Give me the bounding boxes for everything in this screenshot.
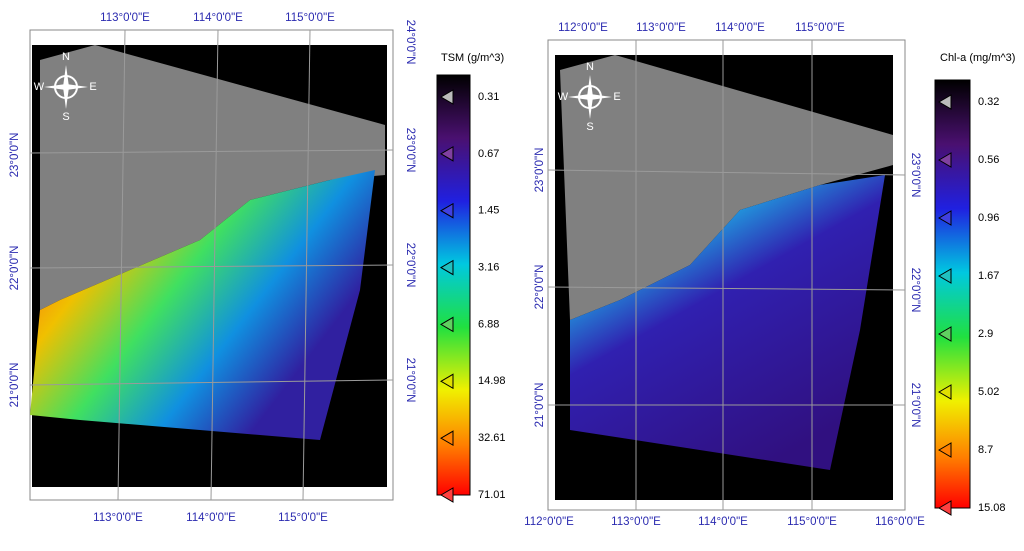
longitude-label: 114°0'0"E: [715, 22, 765, 34]
latitude-label: 21°0'0"N: [534, 383, 546, 428]
grid-line: [210, 29, 219, 501]
land: [40, 45, 385, 310]
compass: [568, 94, 612, 100]
land: [560, 55, 893, 320]
legend-label: 6.88: [478, 318, 499, 330]
legend-label: 15.08: [978, 502, 1006, 514]
grid-line: [117, 29, 126, 501]
longitude-label: 114°0'0"E: [698, 516, 748, 528]
compass-label: S: [62, 111, 69, 123]
longitude-label: 115°0'0"E: [285, 12, 335, 24]
compass-label: N: [62, 51, 70, 63]
grid-line: [547, 286, 906, 291]
legend-label: 8.7: [978, 444, 993, 456]
compass-label: W: [34, 81, 45, 93]
compass-label: S: [586, 121, 593, 133]
latitude-label: 23°0'0"N: [404, 128, 416, 173]
sea: [570, 175, 885, 470]
colorbar: [436, 74, 471, 496]
latitude-label: 22°0'0"N: [9, 246, 21, 291]
latitude-label: 21°0'0"N: [404, 358, 416, 403]
grid-line: [547, 169, 906, 176]
grid-line: [29, 379, 394, 386]
legend-marker: [440, 487, 454, 503]
latitude-label: 24°0'0"N: [404, 20, 416, 65]
legend-marker: [440, 202, 454, 219]
legend-label: 0.67: [478, 148, 499, 160]
longitude-label: 115°0'0"E: [795, 22, 845, 34]
compass-label: N: [586, 61, 594, 73]
longitude-label: 112°0'0"E: [558, 22, 608, 34]
longitude-label: 113°0'0"E: [611, 516, 661, 528]
longitude-label: 115°0'0"E: [278, 512, 328, 524]
longitude-label: 113°0'0"E: [636, 22, 686, 34]
legend-marker: [440, 316, 454, 333]
legend-label: 1.67: [978, 270, 999, 282]
sea: [30, 170, 375, 440]
legend-marker: [938, 268, 952, 284]
compass: [44, 84, 88, 90]
legend-marker: [440, 259, 454, 276]
legend-marker: [440, 430, 454, 447]
legend-label: 1.45: [478, 205, 499, 217]
legend-label: 14.98: [478, 375, 506, 387]
latitude-label: 22°0'0"N: [534, 265, 546, 310]
grid-line: [302, 29, 311, 501]
legend-label: 2.9: [978, 328, 993, 340]
legend-label: 5.02: [978, 386, 999, 398]
legend-marker: [440, 89, 454, 105]
legend-marker: [938, 500, 952, 516]
legend-label: 71.01: [478, 489, 506, 501]
longitude-label: 113°0'0"E: [93, 512, 143, 524]
legend-marker: [938, 152, 952, 168]
latitude-label: 23°0'0"N: [909, 153, 921, 198]
compass-label: W: [558, 91, 569, 103]
longitude-label: 112°0'0"E: [524, 516, 574, 528]
latitude-label: 21°0'0"N: [9, 363, 21, 408]
latitude-label: 23°0'0"N: [9, 133, 21, 178]
longitude-label: 116°0'0"E: [875, 516, 925, 528]
colorbar: [934, 79, 971, 509]
legend-marker: [938, 384, 952, 400]
legend-marker: [938, 210, 952, 226]
legend-marker: [938, 326, 952, 342]
compass-label: E: [89, 81, 96, 93]
longitude-label: 114°0'0"E: [193, 12, 243, 24]
legend-title: TSM (g/m^3): [441, 52, 504, 64]
legend-marker: [440, 145, 454, 162]
longitude-label: 114°0'0"E: [186, 512, 236, 524]
latitude-label: 22°0'0"N: [909, 268, 921, 313]
longitude-label: 115°0'0"E: [787, 516, 837, 528]
latitude-label: 23°0'0"N: [534, 148, 546, 193]
legend-label: 0.56: [978, 154, 999, 166]
latitude-label: 21°0'0"N: [909, 383, 921, 428]
legend-title: Chl-a (mg/m^3): [940, 52, 1015, 64]
longitude-label: 113°0'0"E: [100, 12, 150, 24]
legend-label: 3.16: [478, 261, 499, 273]
graticule: [29, 29, 906, 510]
latitude-label: 22°0'0"N: [404, 243, 416, 288]
grid-line: [29, 264, 394, 269]
grid-line: [29, 149, 394, 154]
compass-label: E: [613, 91, 620, 103]
legend-label: 0.96: [978, 212, 999, 224]
legend-marker: [440, 373, 454, 390]
legend-label: 0.32: [978, 96, 999, 108]
legend-marker: [938, 442, 952, 458]
legend-marker: [938, 94, 952, 110]
legend-label: 32.61: [478, 432, 506, 444]
legend-label: 0.31: [478, 91, 499, 103]
